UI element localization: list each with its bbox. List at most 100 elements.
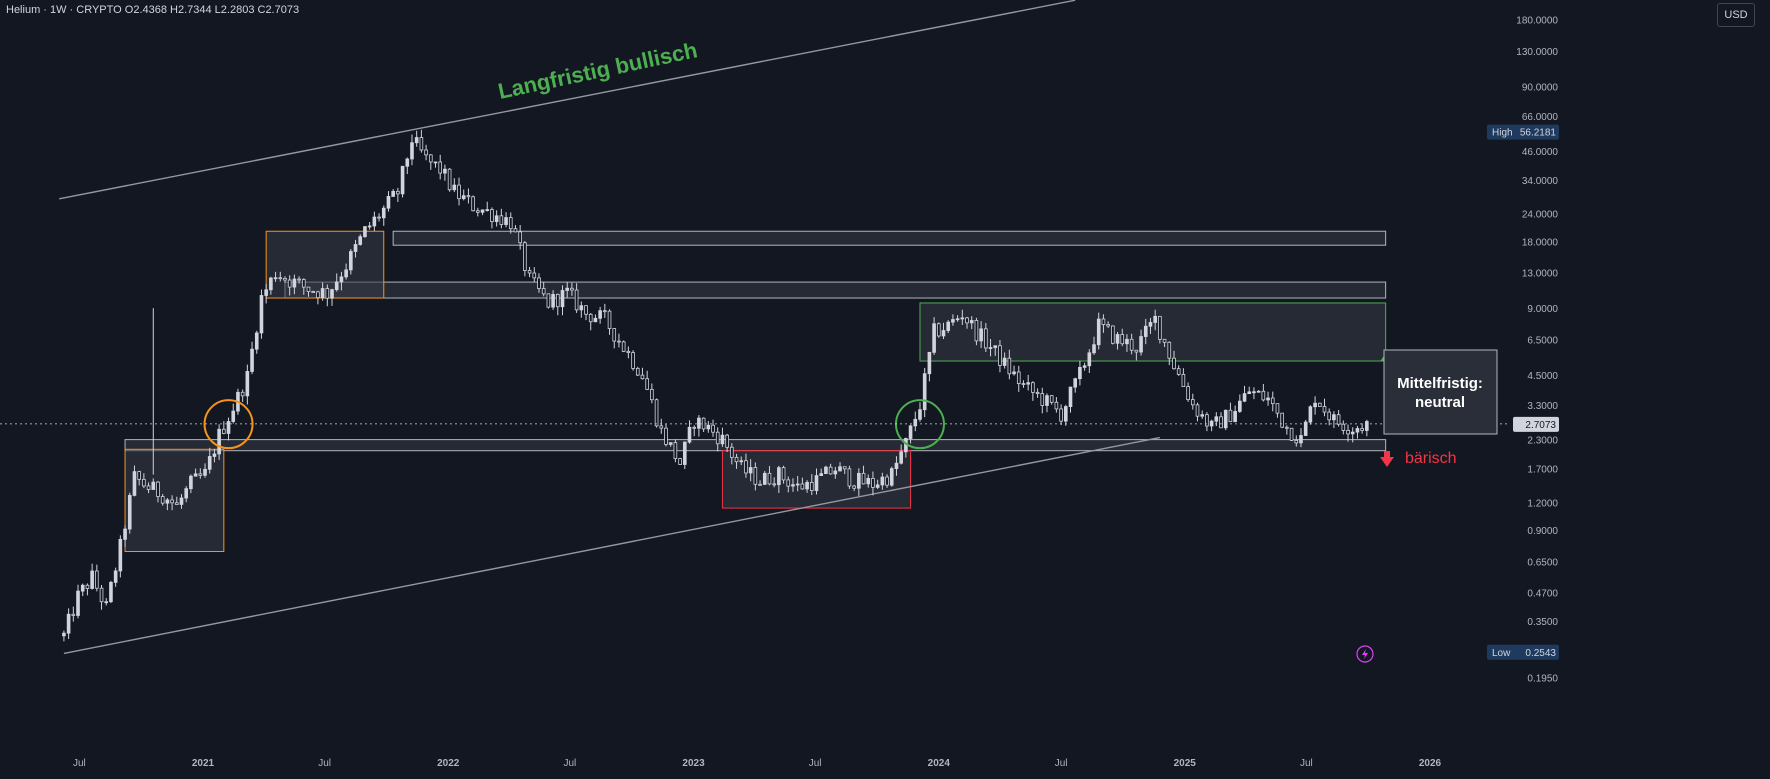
candle-body [753,467,758,485]
candle [1101,314,1106,333]
candle-body [278,277,283,280]
candle-body [1317,402,1322,407]
candle-body [598,310,602,319]
candle [654,398,659,428]
candle-body [612,328,617,342]
candle [245,364,250,405]
orange-box [124,448,225,553]
candle [678,457,682,465]
candle [160,494,165,506]
candle-body [198,473,203,476]
candle-body [1360,428,1364,431]
time-tick-label: Jul [1300,758,1313,769]
candle [278,271,283,282]
candle [1322,398,1327,417]
price-tick-label: 0.4700 [1527,589,1558,600]
candle [226,417,231,441]
candle [889,466,894,487]
candle [1063,404,1068,426]
candle-body [222,428,226,434]
candle-body [551,294,555,308]
candle [292,274,297,295]
candle [494,210,499,227]
channel-upper-line [59,0,1076,200]
candle-body [927,351,932,375]
candle [273,271,278,282]
candle-body [725,434,729,448]
candle [485,201,490,212]
candle-body [1101,318,1106,325]
candle-body [617,340,621,343]
candle [1332,411,1336,429]
candle-body [786,479,791,487]
candle [640,367,645,380]
candle-body [1063,406,1068,422]
candle [1054,397,1059,413]
candle [1186,382,1190,402]
time-tick-label: 2022 [437,758,460,769]
candle [1012,365,1016,376]
candle-body [946,321,951,331]
candle-body [1007,357,1012,375]
candle [400,165,405,198]
candle-body [1308,406,1313,423]
candle-body [419,137,424,151]
candle [1336,409,1341,427]
currency-button[interactable]: USD [1717,3,1755,27]
candle-body [1336,414,1341,425]
candle [791,478,795,492]
candle-body [1233,411,1237,423]
price-labels: High 56.2181 2.7073 Low 0.2543 [1487,124,1559,660]
candle-body [979,328,983,342]
candle [231,403,236,424]
candle-body [1289,427,1294,441]
candle [857,468,861,496]
candle [372,211,377,231]
candle [151,478,156,490]
candle-body [410,142,414,160]
candle-body [226,421,231,434]
candle [1205,412,1209,432]
candle [828,463,833,475]
candle [715,427,720,452]
candle-body [1285,426,1289,429]
candle [490,207,494,229]
candle-body [631,352,635,369]
candle [739,456,744,466]
candle [635,366,640,377]
candle-body [170,499,174,504]
candle-body [518,231,522,244]
candle [598,306,602,324]
candle [203,463,207,478]
candle [1002,352,1007,369]
candle [908,424,913,444]
candle-body [1012,371,1016,375]
candle [367,221,372,230]
candle-body [71,613,76,616]
candle-body [490,209,494,223]
candle [316,290,320,305]
candle-body [974,320,979,342]
candle [1223,409,1228,431]
candle-body [269,277,273,291]
candle [419,129,424,153]
candle [795,475,800,492]
candle-body [189,475,193,490]
candle [936,322,941,338]
candle-body [508,217,513,230]
candle [744,453,748,478]
candle-body [1125,338,1129,345]
candle [588,312,593,331]
candle [899,444,903,465]
candle-body [1049,395,1054,403]
candle-body [730,446,734,458]
candle-body [701,417,706,430]
price-tick-label: 1.7000 [1527,465,1558,476]
candle [1120,328,1125,347]
candle [706,420,711,433]
candle-body [1346,429,1350,435]
candle-body [1186,386,1190,401]
candle-body [1035,391,1040,394]
candle-body [809,481,814,491]
